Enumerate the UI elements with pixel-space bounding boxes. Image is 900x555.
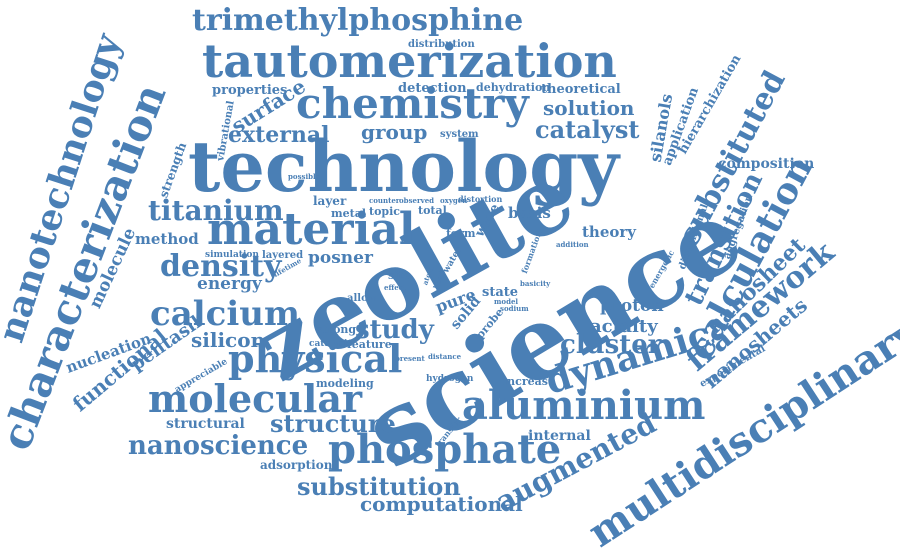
word-titanium: titanium bbox=[148, 194, 284, 227]
word-theoretical: theoretical bbox=[541, 82, 621, 97]
word-layered: layered bbox=[262, 250, 304, 261]
word-structural: structural bbox=[166, 416, 245, 432]
word-tautomerization: tautomerization bbox=[202, 34, 617, 88]
word-chemistry: chemistry bbox=[296, 79, 529, 128]
word-adsorption: adsorption bbox=[260, 458, 333, 472]
word-distribution: distribution bbox=[408, 39, 475, 50]
word-substitution: substitution bbox=[297, 472, 461, 501]
word-internal: internal bbox=[528, 428, 591, 444]
word-external: external bbox=[228, 122, 330, 148]
word-total: total bbox=[418, 204, 447, 217]
word-nanoscience: nanoscience bbox=[128, 431, 309, 461]
word-density: density bbox=[160, 249, 282, 284]
word-strength: strength bbox=[156, 140, 190, 200]
word-material: material bbox=[207, 204, 416, 255]
word-observed: observed bbox=[399, 196, 435, 205]
word-physical: physical bbox=[228, 336, 403, 381]
word-catalysis: catalysis bbox=[309, 339, 353, 349]
word-composition: composition bbox=[718, 156, 815, 172]
word-state: state bbox=[482, 285, 519, 300]
word-site: site bbox=[388, 269, 411, 282]
word-basis: basis bbox=[508, 204, 551, 222]
word-feature: feature bbox=[347, 338, 392, 351]
word-calcium: calcium bbox=[150, 294, 300, 334]
word-computational: computational bbox=[360, 492, 523, 516]
word-distance: distance bbox=[428, 352, 462, 361]
word-sodium: sodium bbox=[500, 304, 529, 313]
word-effect: effect bbox=[384, 283, 407, 292]
word-metal: metal bbox=[331, 207, 367, 220]
word-cluster: cluster bbox=[560, 330, 662, 360]
word-solution: solution bbox=[543, 96, 635, 120]
word-theory: theory bbox=[582, 223, 637, 241]
word-distortion: distortion bbox=[458, 194, 503, 204]
word-study: study bbox=[355, 315, 434, 345]
word-catalyst: catalyst bbox=[535, 115, 640, 144]
word-detection: detection bbox=[398, 81, 467, 96]
word-counter: counter bbox=[369, 196, 400, 205]
word-structure: structure bbox=[270, 409, 396, 438]
word-allow: allow bbox=[347, 293, 377, 304]
word-form: form bbox=[446, 227, 476, 240]
word-present: present bbox=[395, 354, 425, 363]
word-dehydration: dehydration bbox=[476, 81, 551, 94]
word-system: system bbox=[440, 129, 479, 140]
word-posner: posner bbox=[308, 248, 373, 268]
word-acidity: acidity bbox=[590, 316, 658, 337]
word-silicon: silicon bbox=[191, 328, 266, 352]
word-possible: possible bbox=[288, 172, 321, 181]
word-energy: energy bbox=[197, 274, 262, 294]
word-model: model bbox=[494, 297, 519, 306]
word-oxygen: oxygen bbox=[440, 196, 468, 205]
word-phosphate: phosphate bbox=[328, 426, 562, 473]
word-increase: increase bbox=[503, 375, 555, 388]
word-group: group bbox=[361, 120, 428, 144]
word-proton: proton bbox=[600, 296, 664, 316]
word-simulation: simulation bbox=[205, 250, 259, 260]
word-topic: topic bbox=[369, 205, 400, 218]
word-layer: layer bbox=[313, 194, 347, 208]
word-aluminium: aluminium bbox=[462, 382, 706, 429]
word-method: method bbox=[135, 230, 199, 248]
word-hydrogen: hydrogen bbox=[426, 374, 474, 384]
word-addition: addition bbox=[556, 240, 589, 249]
word-strong: strong bbox=[316, 323, 357, 336]
word-technology: technology bbox=[188, 125, 619, 208]
word-basicity: basicity bbox=[520, 279, 551, 288]
word-properties: properties bbox=[212, 83, 288, 98]
word-trimethylphosphine: trimethylphosphine bbox=[192, 3, 524, 38]
word-molecular: molecular bbox=[148, 376, 363, 421]
word-modeling: modeling bbox=[316, 377, 374, 390]
